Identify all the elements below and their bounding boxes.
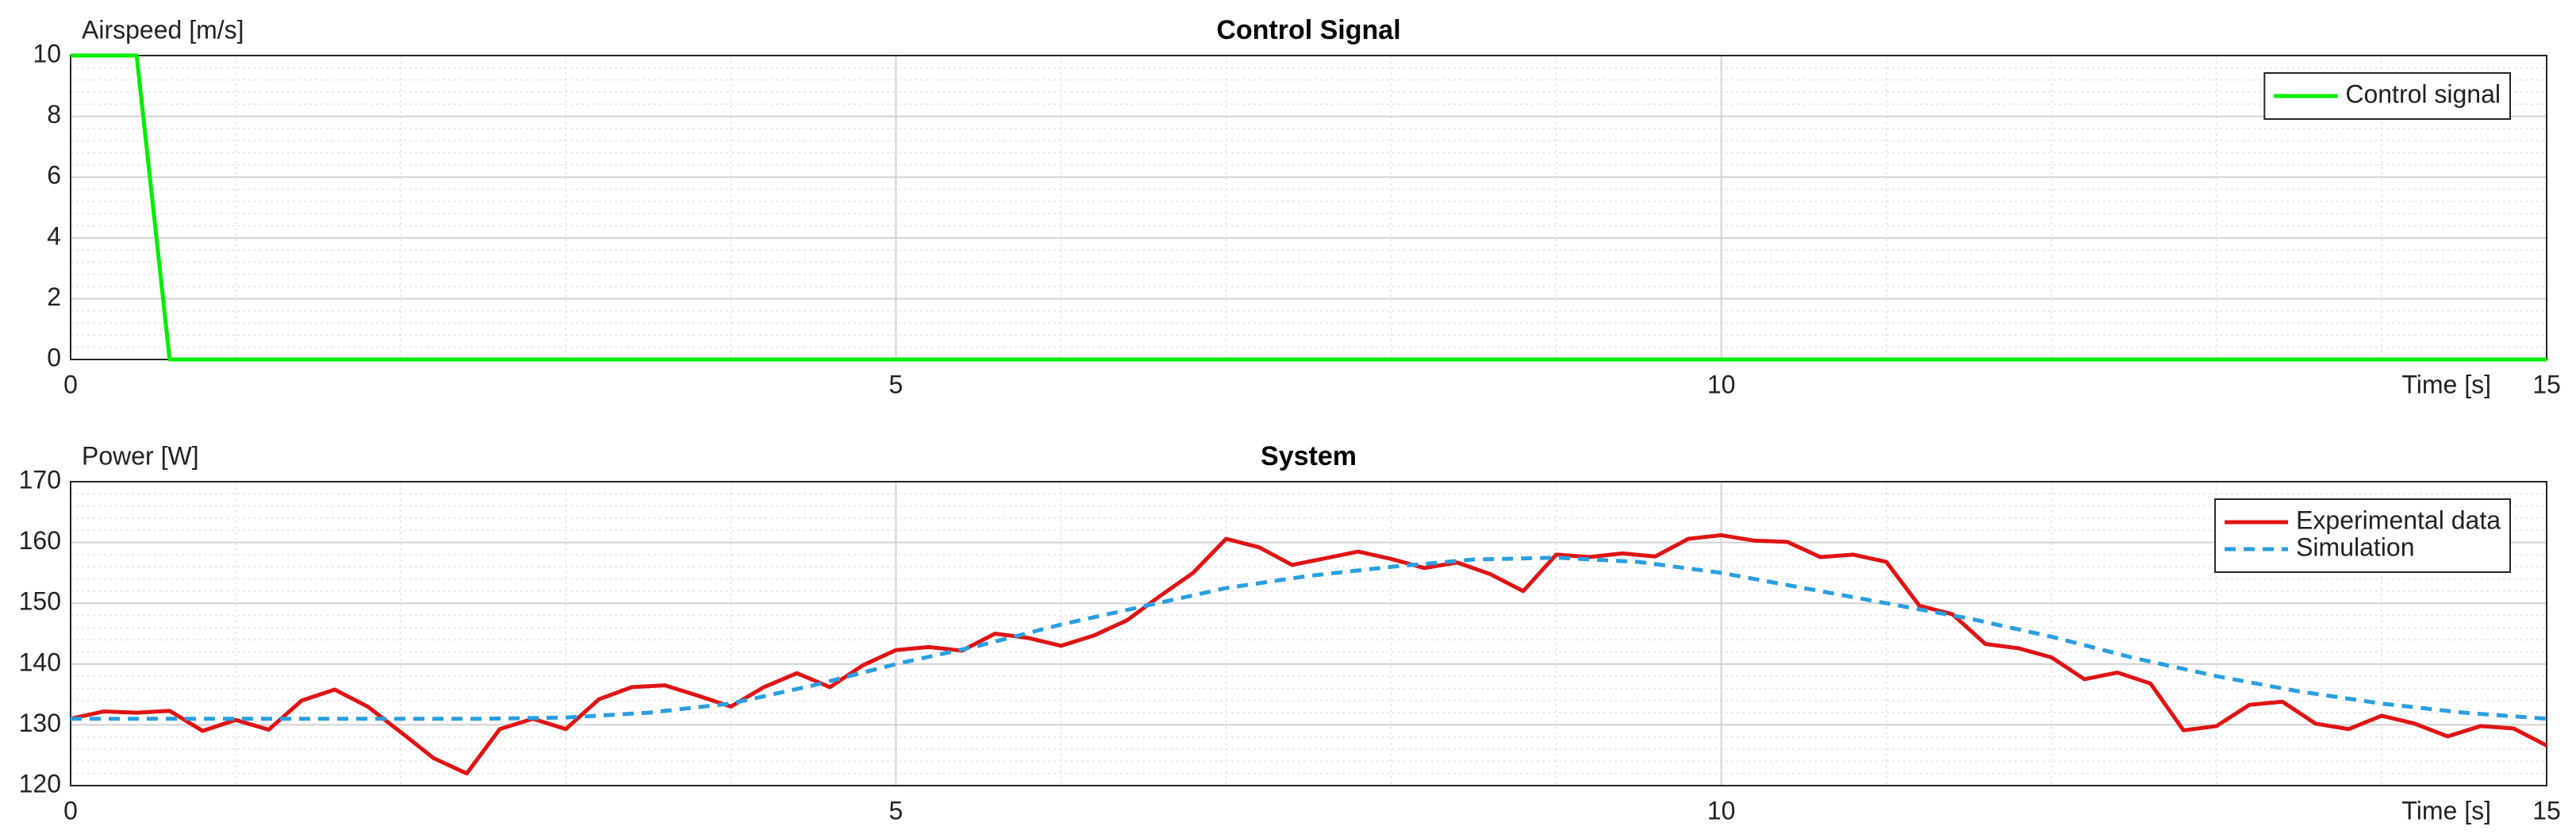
x-tick-label: 5 [889,796,903,825]
chart-title: Control Signal [1216,15,1400,45]
x-tick-label: 15 [2532,370,2561,398]
x-tick-label: 0 [63,370,78,398]
y-tick-label: 140 [19,648,61,676]
legend-label: Control signal [2345,79,2501,108]
series-line [71,53,2547,362]
y-tick-label: 170 [19,465,61,494]
x-axis-label: Time [s] [2401,370,2491,398]
y-tick-label: 120 [19,769,61,798]
axes-frame [70,481,2547,786]
y-axis-label: Airspeed [m/s] [82,15,244,44]
legend-label: Simulation [2296,532,2414,561]
y-tick-label: 10 [33,39,61,67]
y-tick-label: 8 [47,100,61,129]
plot-area [71,482,2547,786]
y-tick-label: 0 [47,343,61,371]
legend-box [2214,498,2511,573]
x-tick-label: 0 [63,796,78,825]
y-tick-label: 2 [47,283,61,311]
y-tick-label: 4 [47,221,61,250]
y-tick-label: 160 [19,526,61,555]
legend: Control signal [2263,72,2511,120]
plot-area [71,56,2547,359]
y-tick-label: 130 [19,709,61,737]
x-tick-label: 10 [1707,796,1736,825]
x-axis-label: Time [s] [2401,796,2491,825]
y-axis-label: Power [W] [82,441,199,470]
series-line [71,532,2547,776]
y-tick-label: 150 [19,587,61,616]
x-tick-label: 10 [1707,370,1736,398]
y-tick-label: 6 [47,161,61,190]
legend-label: Experimental data [2296,505,2501,534]
chart-title: System [1261,441,1357,471]
x-tick-label: 15 [2532,796,2561,825]
x-tick-label: 5 [889,370,903,398]
